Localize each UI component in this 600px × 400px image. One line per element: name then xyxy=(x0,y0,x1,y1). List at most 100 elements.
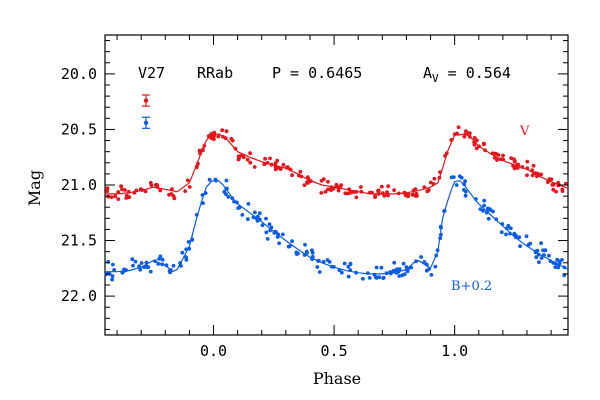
data-point-v xyxy=(530,168,535,173)
data-point-v xyxy=(376,188,380,193)
data-point-v xyxy=(329,185,334,190)
data-point-b xyxy=(401,261,406,266)
data-point-v xyxy=(382,193,387,198)
data-point-b xyxy=(459,175,464,180)
data-point-v xyxy=(533,171,538,176)
data-point-b xyxy=(366,271,370,275)
data-point-b xyxy=(186,240,191,244)
data-point-b xyxy=(131,263,135,268)
data-point-v xyxy=(236,157,241,162)
data-point-v xyxy=(443,154,447,158)
data-point-b xyxy=(310,248,314,253)
data-point-b xyxy=(381,276,385,280)
data-point-b xyxy=(422,260,427,264)
data-point-b xyxy=(274,230,278,235)
data-point-b xyxy=(354,270,358,275)
data-point-v xyxy=(437,175,442,180)
data-point-b xyxy=(287,244,292,249)
data-point-b xyxy=(142,265,147,269)
data-point-b xyxy=(391,268,396,273)
data-point-v xyxy=(116,190,121,194)
data-point-b xyxy=(536,252,541,257)
data-point-v xyxy=(525,159,530,164)
data-point-b xyxy=(251,215,256,220)
data-point-b xyxy=(329,264,334,269)
data-point-b xyxy=(348,261,353,266)
data-point-b xyxy=(224,178,229,183)
data-point-v xyxy=(483,148,487,153)
data-point-b xyxy=(187,246,192,251)
data-point-b xyxy=(112,268,116,272)
data-point-b xyxy=(508,226,513,231)
data-point-b xyxy=(179,264,183,268)
data-point-b xyxy=(409,265,414,270)
data-point-b xyxy=(539,241,543,246)
data-point-v xyxy=(105,186,110,191)
data-point-v xyxy=(252,165,257,169)
data-point-b xyxy=(438,224,443,229)
data-point-b xyxy=(184,247,189,252)
data-point-v xyxy=(149,183,154,188)
data-point-v xyxy=(455,131,460,136)
data-point-v xyxy=(336,188,341,193)
data-point-v xyxy=(319,191,324,195)
data-point-v xyxy=(343,191,348,196)
data-point-b xyxy=(144,260,149,265)
y-tick-label: 21.0 xyxy=(61,176,97,194)
data-point-b xyxy=(542,253,546,257)
series-label-b: B+0.2 xyxy=(451,279,492,294)
data-point-v xyxy=(560,187,565,192)
data-point-b xyxy=(528,241,533,246)
data-point-v xyxy=(428,180,433,185)
data-point-v xyxy=(285,165,290,170)
y-tick-label: 20.5 xyxy=(61,120,97,138)
data-point-v xyxy=(536,173,541,177)
data-point-b xyxy=(433,264,438,269)
data-point-v xyxy=(236,154,241,159)
data-point-b xyxy=(518,244,522,249)
data-point-b xyxy=(397,274,402,278)
data-point-b xyxy=(348,268,353,272)
amplitude-label: AV = 0.564 xyxy=(423,64,511,85)
data-point-b xyxy=(379,265,384,270)
data-point-b xyxy=(435,248,440,253)
data-point-v xyxy=(379,184,384,189)
data-point-b xyxy=(513,235,518,240)
data-point-v xyxy=(373,194,377,199)
data-point-b xyxy=(203,191,208,196)
data-point-b xyxy=(201,201,205,206)
x-tick-label: 1.0 xyxy=(441,342,468,360)
data-point-b xyxy=(424,268,429,273)
data-point-b xyxy=(396,269,401,274)
data-point-v xyxy=(359,189,364,194)
data-point-v xyxy=(196,161,200,166)
data-point-b xyxy=(543,248,548,253)
data-point-b xyxy=(562,265,567,270)
data-point-b xyxy=(315,265,320,269)
data-point-v xyxy=(185,178,190,183)
data-point-b xyxy=(342,261,347,266)
data-point-b xyxy=(500,222,505,226)
data-point-v xyxy=(209,136,214,141)
data-point-v xyxy=(426,188,431,193)
data-point-b xyxy=(429,273,434,277)
data-point-v xyxy=(334,183,339,188)
data-point-b xyxy=(156,262,161,266)
data-point-v xyxy=(105,189,109,194)
data-point-v xyxy=(472,142,477,147)
data-point-v xyxy=(530,173,535,178)
axes: 20.0 20.5 21.0 21.5 22.0 0.0 0.5 1.0 xyxy=(61,35,568,360)
data-point-v xyxy=(339,183,344,188)
data-point-b xyxy=(224,187,229,191)
data-point-v xyxy=(276,165,281,170)
data-point-v xyxy=(456,125,461,130)
data-point-b xyxy=(302,253,307,257)
data-point-v xyxy=(302,183,307,188)
data-point-b xyxy=(463,179,467,184)
x-axis-label: Phase xyxy=(313,369,361,388)
data-point-v xyxy=(501,157,505,162)
data-point-b xyxy=(321,259,326,264)
data-point-v xyxy=(138,187,143,192)
data-point-b xyxy=(539,256,544,260)
data-point-b xyxy=(164,263,169,268)
